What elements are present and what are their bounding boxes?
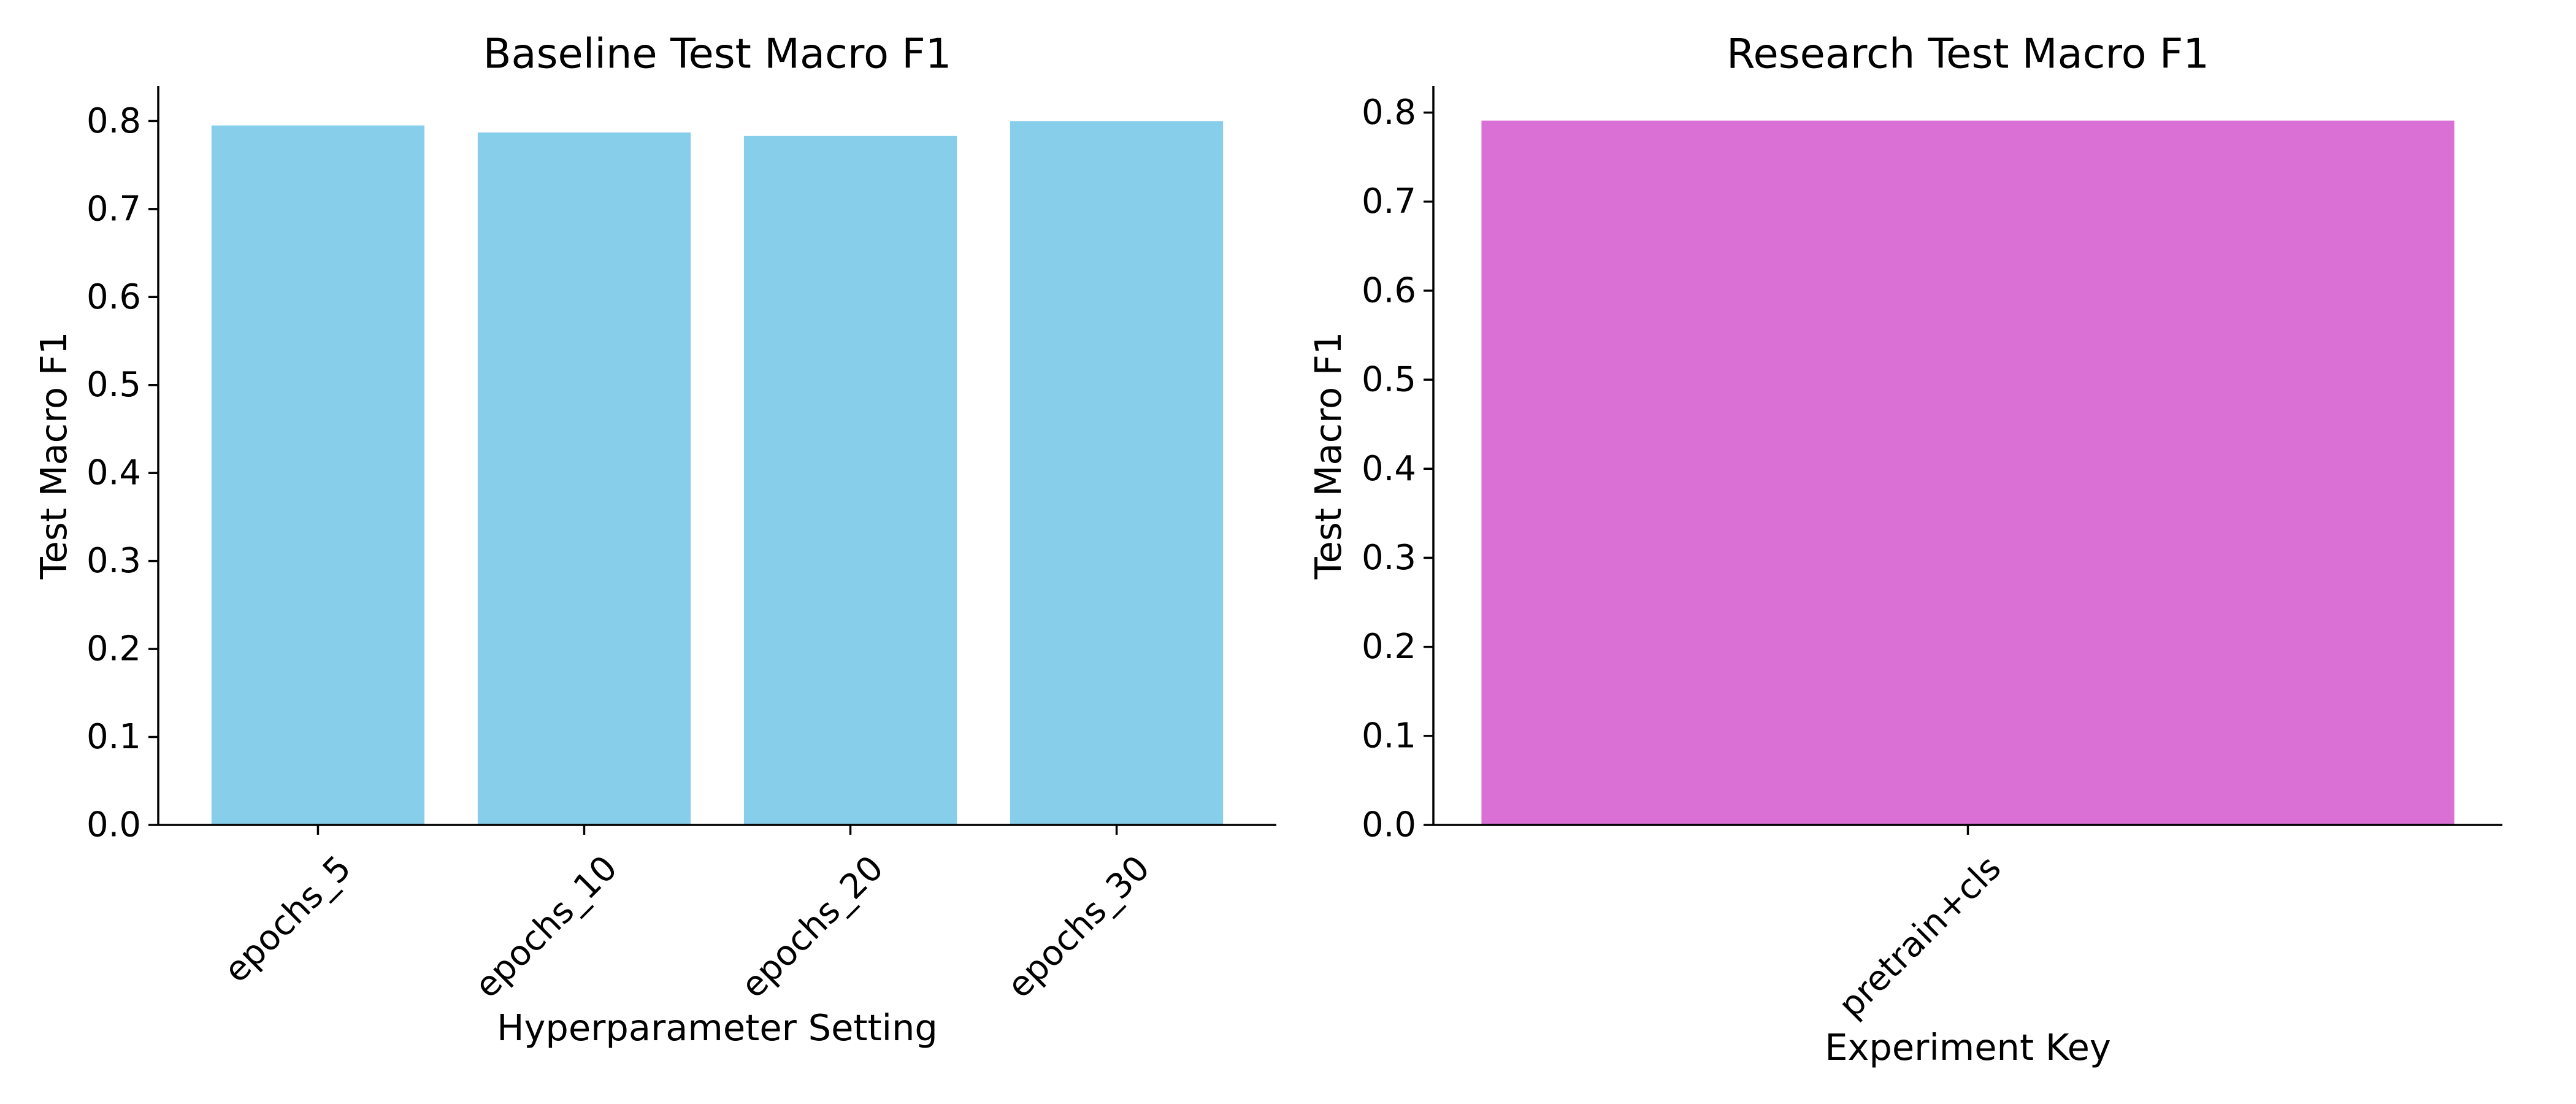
y-axis-label: Test Macro F1	[33, 332, 75, 580]
y-tick-label: 0.4	[86, 453, 141, 493]
baseline-chart-panel: 0.0 0.1 0.2 0.3 0.4 0.5 0.6 0.7 0.8 epochs_5 epoch…	[33, 30, 1276, 1049]
y-tick-label: 0.4	[1362, 449, 1416, 489]
x-tick-label: epochs_10	[467, 848, 625, 1006]
x-axis-label: Experiment Key	[1825, 1026, 2111, 1068]
y-tick-label: 0.8	[86, 101, 141, 141]
y-tick-label: 0.2	[1362, 627, 1416, 667]
x-tick-label: pretrain+cls	[1831, 848, 2009, 1026]
research-chart-panel: 0.0 0.1 0.2 0.3 0.4 0.5 0.6 0.7 0.8 pretrain+cls R…	[1307, 30, 2502, 1068]
chart-title: Baseline Test Macro F1	[483, 30, 952, 78]
y-tick-label: 0.6	[1362, 270, 1416, 310]
y-tick-label: 0.7	[86, 189, 141, 229]
x-tick-label: epochs_30	[1000, 848, 1157, 1006]
x-tick-label: epochs_5	[217, 848, 359, 991]
y-tick-label: 0.7	[1362, 182, 1416, 221]
bar-pretrain-cls	[1481, 120, 2455, 825]
y-tick-label: 0.1	[86, 717, 141, 757]
y-tick-label: 0.3	[86, 541, 141, 581]
y-tick-label: 0.0	[86, 805, 141, 845]
bar-epochs-30	[1010, 121, 1224, 825]
bar-epochs-5	[211, 125, 425, 825]
x-tick-label: epochs_20	[734, 848, 891, 1006]
y-tick-label: 0.3	[1362, 538, 1416, 578]
y-tick-label: 0.5	[1362, 360, 1416, 400]
y-tick-label: 0.5	[86, 365, 141, 405]
y-tick-label: 0.0	[1362, 805, 1416, 845]
x-axis-label: Hyperparameter Setting	[497, 1006, 938, 1049]
y-tick-label: 0.8	[1362, 93, 1416, 132]
bar-epochs-10	[477, 132, 691, 825]
y-tick-label: 0.2	[86, 629, 141, 669]
y-tick-label: 0.1	[1362, 716, 1416, 756]
y-axis-label: Test Macro F1	[1307, 332, 1349, 580]
chart-title: Research Test Macro F1	[1727, 30, 2209, 78]
bar-epochs-20	[743, 136, 957, 826]
y-tick-label: 0.6	[86, 277, 141, 317]
